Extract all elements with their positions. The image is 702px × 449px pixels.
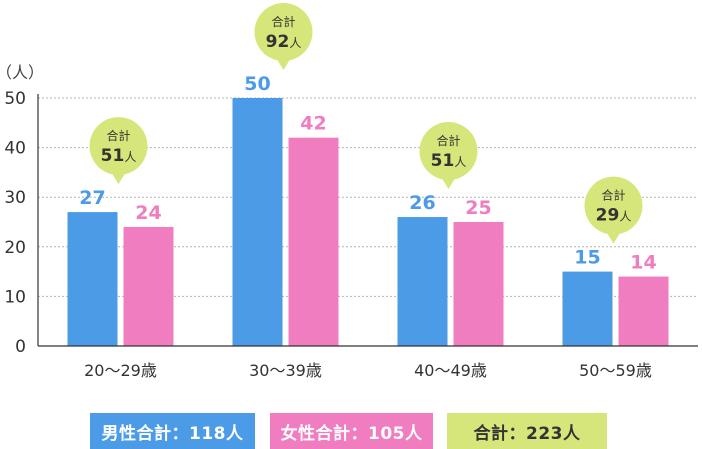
legend-grand-total: 合計：223人 (447, 413, 607, 449)
total-bubble (254, 3, 313, 61)
bubble-value: 92人 (266, 32, 302, 52)
y-tick-label: 50 (4, 89, 26, 109)
bar (232, 98, 283, 346)
bar (618, 276, 669, 346)
bubble-value: 29人 (596, 206, 632, 226)
bubble-value: 51人 (431, 151, 467, 171)
bar-value-label: 27 (79, 187, 105, 209)
total-bubble (584, 176, 643, 235)
legend-female-total: 女性合計：105人 (270, 413, 433, 449)
legend-female-label: 女性合計：105人 (280, 423, 423, 444)
bubble-label: 合計 (436, 133, 460, 148)
x-axis: 20〜29歳 30〜39歳 40〜49歳 50〜59歳 (38, 345, 698, 380)
y-tick-label: 40 (4, 139, 26, 159)
legend-male-label: 男性合計：118人 (101, 423, 244, 444)
total-bubble (89, 117, 148, 176)
bubble-label: 合計 (271, 14, 295, 29)
bars: 27 24 50 42 26 25 15 14 (67, 73, 669, 346)
y-axis: （人） 0 10 20 30 40 50 (0, 63, 44, 357)
bar (397, 217, 448, 346)
y-tick-label: 20 (4, 238, 26, 258)
x-tick-label: 50〜59歳 (579, 361, 652, 380)
total-bubble (419, 122, 478, 181)
bubble-value: 51人 (101, 146, 137, 166)
bubble-label: 合計 (601, 188, 625, 203)
x-tick-label: 40〜49歳 (414, 361, 487, 380)
x-tick-label: 20〜29歳 (84, 361, 157, 380)
y-tick-label: 30 (4, 188, 26, 208)
bar-value-label: 15 (574, 247, 600, 269)
bar-value-label: 14 (630, 252, 656, 274)
bar-value-label: 42 (300, 113, 326, 135)
bubble-label: 合計 (106, 128, 130, 143)
bar (288, 137, 339, 346)
legend-total-label: 合計：223人 (473, 423, 581, 444)
x-tick-label: 30〜39歳 (249, 361, 322, 380)
bar (562, 271, 613, 346)
legend-male-total: 男性合計：118人 (90, 413, 255, 449)
y-axis-unit: （人） (0, 63, 44, 82)
bar (453, 222, 504, 346)
y-tick-label: 10 (4, 287, 26, 307)
y-tick-label: 0 (15, 337, 26, 357)
bar (123, 226, 174, 346)
bar-value-label: 50 (244, 73, 270, 95)
bar (67, 212, 118, 346)
bar-value-label: 24 (135, 202, 161, 224)
bar-value-label: 26 (409, 192, 435, 214)
bar-value-label: 25 (465, 197, 491, 219)
